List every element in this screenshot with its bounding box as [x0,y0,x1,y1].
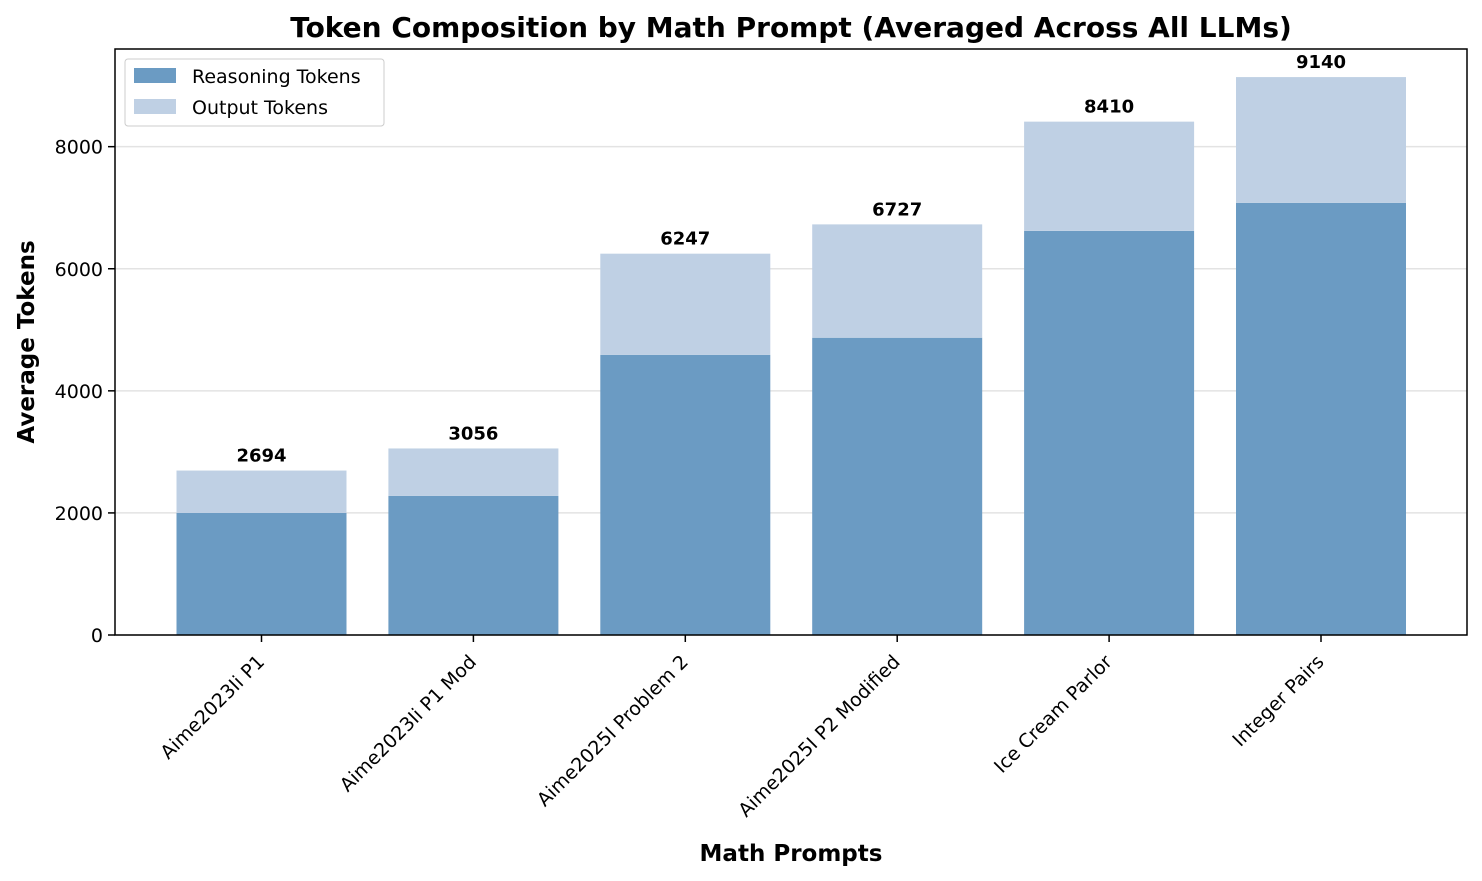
bar-total-label: 8410 [1084,97,1134,118]
x-tick-label: Integer Pairs [1228,651,1328,751]
x-axis-ticks: Aime2023Ii P1 Aime2023Ii P1 Mod Aime2025I … [156,635,1329,822]
bar-output-0 [176,470,347,513]
y-axis-label: Average Tokens [14,240,40,443]
x-axis-label: Math Prompts [700,841,883,867]
chart-title: Token Composition by Math Prompt (Averag… [290,11,1292,44]
bar-output-1 [388,448,559,496]
bar-output-3 [812,224,983,338]
bar-reasoning-1 [388,495,559,635]
x-tick-label: Aime2023Ii P1 [156,651,269,764]
bar-output-4 [1024,121,1195,231]
bar-output-2 [600,253,771,355]
x-tick-label: Aime2023Ii P1 Mod [336,651,481,796]
bars [176,77,1406,635]
bar-total-label: 3056 [448,423,498,444]
legend-box [124,58,385,127]
bar-total-label: 6247 [660,229,710,250]
y-axis-ticks: 0 2000 4000 6000 8000 [55,137,115,647]
bar-reasoning-5 [1236,202,1406,635]
x-tick-label: Aime2025I Problem 2 [533,651,693,811]
bar-reasoning-2 [600,354,771,635]
bar-reasoning-3 [812,337,983,635]
legend-swatch-reasoning [134,68,176,83]
bar-total-label: 2694 [236,446,286,467]
bar-total-label: 9140 [1296,52,1346,73]
y-tick-label: 8000 [55,137,103,159]
y-tick-label: 4000 [55,381,103,403]
x-tick-label: Ice Cream Parlor [990,651,1117,778]
bar-reasoning-4 [1024,230,1195,635]
plot-frame [114,48,1468,636]
y-tick-label: 2000 [55,503,103,525]
y-tick-label: 6000 [55,259,103,281]
total-labels: 2694 3056 6247 6727 8410 9140 [236,52,1346,466]
legend-label-reasoning: Reasoning Tokens [192,66,361,88]
bar-output-5 [1236,77,1406,203]
x-tick-label: Aime2025I P2 Modified [734,651,905,822]
y-tick-label: 0 [91,625,103,647]
bar-reasoning-0 [176,512,347,635]
legend-label-output: Output Tokens [192,97,328,119]
bar-total-label: 6727 [872,199,922,220]
legend: Reasoning Tokens Output Tokens [124,58,385,127]
legend-swatch-output [134,99,176,114]
